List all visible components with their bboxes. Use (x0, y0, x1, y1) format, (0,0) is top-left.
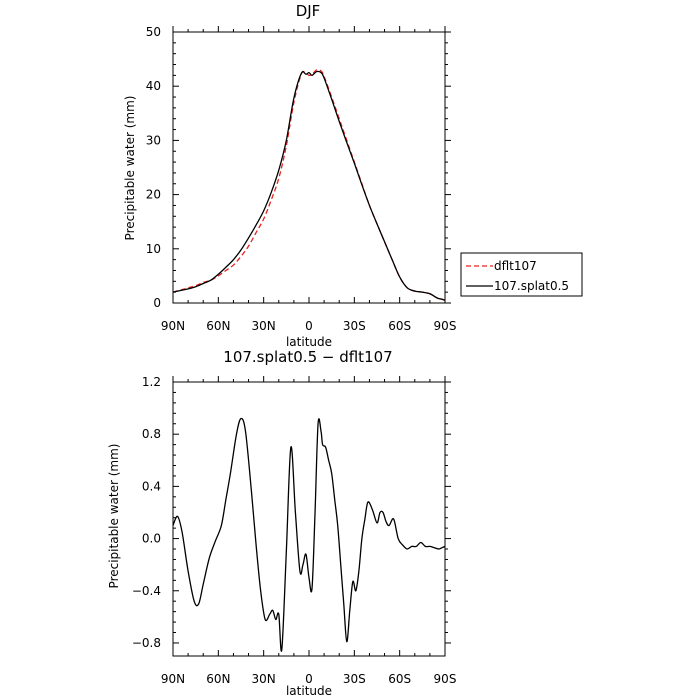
top-series-lines (172, 69, 446, 301)
x-tick-label: 90S (434, 672, 457, 686)
x-tick-label: 0 (305, 672, 313, 686)
top-chart-title: DJF (296, 2, 321, 20)
y-tick-label: −0.8 (132, 636, 161, 650)
x-tick-label: 30S (343, 672, 366, 686)
bottom-x-tick-labels: 90N 60N 30N 0 30S 60S 90S (161, 672, 457, 686)
legend: dflt107 107.splat0.5 (460, 252, 583, 297)
y-tick-label: 0 (153, 296, 161, 310)
x-tick-label: 60S (388, 672, 411, 686)
y-tick-label: 0.0 (142, 532, 161, 546)
y-tick-label: 50 (146, 25, 161, 39)
x-tick-label: 30N (252, 672, 276, 686)
y-tick-label: 10 (146, 242, 161, 256)
bottom-series-lines (172, 417, 446, 652)
y-tick-label: −0.4 (132, 584, 161, 598)
y-tick-label: 0.8 (142, 427, 161, 441)
top-y-tick-labels: 0 10 20 30 40 50 (146, 25, 161, 310)
x-tick-label: 90N (161, 319, 185, 333)
x-tick-label: 30S (343, 319, 366, 333)
x-tick-label: 0 (305, 319, 313, 333)
top-axis-ticks (172, 26, 451, 304)
series-line-1 (172, 70, 446, 301)
y-tick-label: 30 (146, 133, 161, 147)
y-tick-label: 0.4 (142, 479, 161, 493)
top-y-axis-label: Precipitable water (mm) (123, 96, 137, 241)
y-tick-label: 1.2 (142, 375, 161, 389)
y-tick-label: 20 (146, 188, 161, 202)
y-tick-label: 40 (146, 79, 161, 93)
series-line-0 (172, 69, 446, 301)
bottom-plot-frame (172, 381, 446, 657)
bottom-y-axis-label: Precipitable water (mm) (107, 444, 121, 589)
x-tick-label: 30N (252, 319, 276, 333)
bottom-x-axis-label: latitude (286, 684, 332, 698)
x-tick-label: 90N (161, 672, 185, 686)
bottom-y-tick-labels: −0.8 −0.4 0.0 0.4 0.8 1.2 (132, 375, 161, 650)
bottom-axis-ticks (172, 376, 451, 656)
bottom-chart-title: 107.splat0.5 − dflt107 (223, 348, 392, 366)
x-tick-label: 60S (388, 319, 411, 333)
x-tick-label: 90S (434, 319, 457, 333)
series-line-0 (172, 417, 446, 652)
x-tick-label: 60N (206, 672, 230, 686)
legend-label-splat: 107.splat0.5 (494, 279, 569, 293)
legend-label-dflt107: dflt107 (494, 259, 537, 273)
x-tick-label: 60N (206, 319, 230, 333)
top-x-tick-labels: 90N 60N 30N 0 30S 60S 90S (161, 319, 457, 333)
top-x-axis-label: latitude (286, 335, 332, 349)
top-panel: DJF 0 10 20 30 40 50 90N 60N 30N 0 30S 60S 90S lati… (123, 2, 583, 349)
legend-box (460, 252, 583, 297)
bottom-panel: 107.splat0.5 − dflt107 −0.8 −0.4 0.0 0.4 0.8… (107, 348, 456, 698)
